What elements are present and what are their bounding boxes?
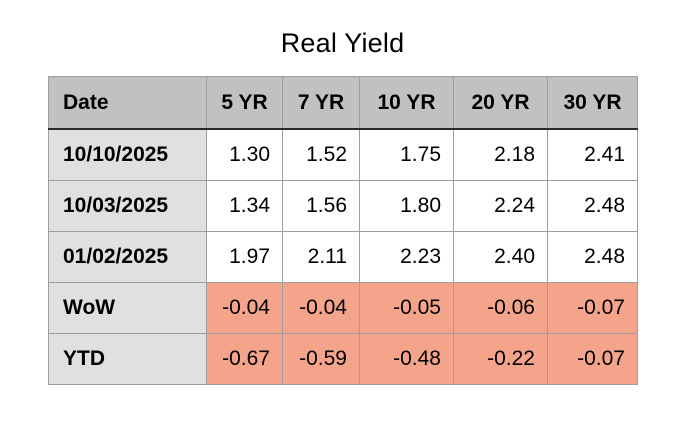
header-row: Date 5 YR 7 YR 10 YR 20 YR 30 YR: [48, 76, 638, 130]
cell-5yr: 1.34: [206, 180, 283, 232]
cell-7yr: 2.11: [282, 231, 360, 283]
row-label: 10/03/2025: [48, 180, 207, 232]
row-label: YTD: [48, 333, 207, 385]
cell-30yr: -0.07: [547, 333, 638, 385]
column-header-5yr: 5 YR: [206, 76, 283, 130]
row-label: 01/02/2025: [48, 231, 207, 283]
column-header-10yr: 10 YR: [359, 76, 454, 130]
cell-30yr: -0.07: [547, 282, 638, 334]
column-header-date: Date: [48, 76, 207, 130]
cell-5yr: 1.30: [206, 128, 283, 181]
cell-20yr: 2.24: [453, 180, 548, 232]
page-title: Real Yield: [280, 28, 405, 58]
cell-7yr: -0.04: [282, 282, 360, 334]
cell-30yr: 2.48: [547, 231, 638, 283]
cell-20yr: 2.40: [453, 231, 548, 283]
cell-7yr: 1.52: [282, 128, 360, 181]
cell-5yr: -0.04: [206, 282, 283, 334]
table-row-20251003: 10/03/2025 1.34 1.56 1.80 2.24 2.48: [48, 180, 638, 232]
cell-10yr: -0.05: [359, 282, 454, 334]
cell-7yr: 1.56: [282, 180, 360, 232]
table-row-20250102: 01/02/2025 1.97 2.11 2.23 2.40 2.48: [48, 231, 638, 283]
cell-30yr: 2.41: [547, 128, 638, 181]
column-header-7yr: 7 YR: [282, 76, 360, 130]
row-label: 10/10/2025: [48, 128, 207, 181]
cell-10yr: 1.75: [359, 128, 454, 181]
row-label: WoW: [48, 282, 207, 334]
table-row-20251010: 10/10/2025 1.30 1.52 1.75 2.18 2.41: [48, 128, 638, 181]
column-header-20yr: 20 YR: [453, 76, 548, 130]
column-header-30yr: 30 YR: [547, 76, 638, 130]
cell-30yr: 2.48: [547, 180, 638, 232]
cell-20yr: -0.22: [453, 333, 548, 385]
cell-5yr: -0.67: [206, 333, 283, 385]
table-row-ytd: YTD -0.67 -0.59 -0.48 -0.22 -0.07: [48, 333, 638, 385]
cell-10yr: 1.80: [359, 180, 454, 232]
cell-7yr: -0.59: [282, 333, 360, 385]
cell-20yr: 2.18: [453, 128, 548, 181]
real-yield-table: Date 5 YR 7 YR 10 YR 20 YR 30 YR 10/10/2…: [48, 76, 638, 385]
cell-5yr: 1.97: [206, 231, 283, 283]
cell-10yr: 2.23: [359, 231, 454, 283]
cell-10yr: -0.48: [359, 333, 454, 385]
table-row-wow: WoW -0.04 -0.04 -0.05 -0.06 -0.07: [48, 282, 638, 334]
cell-20yr: -0.06: [453, 282, 548, 334]
